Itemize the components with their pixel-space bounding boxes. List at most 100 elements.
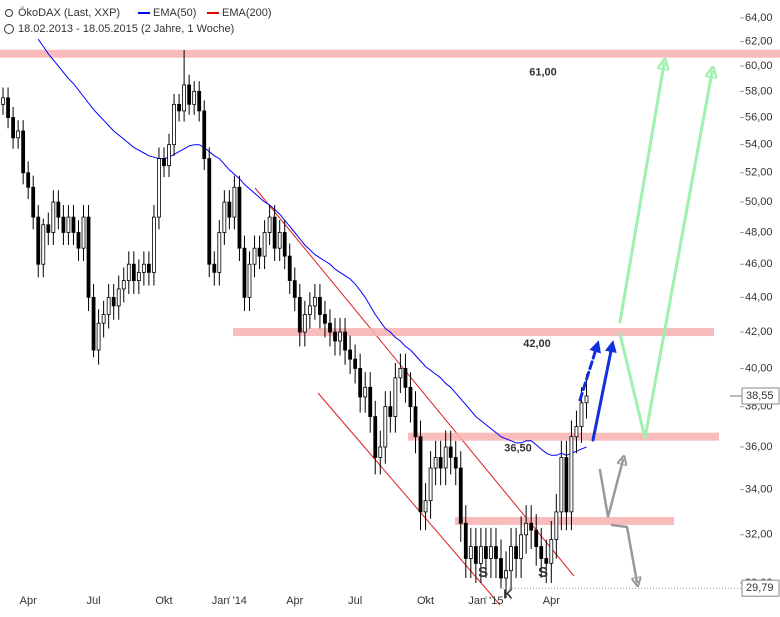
candle-body xyxy=(217,232,222,273)
candle-body xyxy=(56,201,61,218)
candle-body xyxy=(584,395,589,404)
candle-body xyxy=(338,331,342,342)
candle-body xyxy=(277,232,282,249)
arrow xyxy=(618,64,664,324)
candle-body xyxy=(262,232,267,257)
annotation: S xyxy=(478,564,488,581)
price-box xyxy=(741,387,780,405)
candle-body xyxy=(121,280,126,290)
arrow xyxy=(598,460,623,518)
candle-body xyxy=(368,386,373,417)
candle-body xyxy=(36,216,41,265)
candle-body xyxy=(453,457,458,469)
candle-body xyxy=(514,546,518,559)
level-label: 42,00 xyxy=(523,338,551,350)
candle-body xyxy=(428,467,433,502)
x-tick-label: Jul xyxy=(348,595,362,607)
chart-subtitle: 18.02.2013 - 18.05.2015 (2 Jahre, 1 Woch… xyxy=(18,23,234,35)
candle-body xyxy=(579,402,584,427)
candle-body xyxy=(197,90,202,112)
candle-body xyxy=(423,500,428,513)
candle-body xyxy=(433,457,438,469)
candle-body xyxy=(157,158,161,218)
candle-body xyxy=(358,368,363,398)
x-tick-label: Jul xyxy=(87,595,101,607)
candle-body xyxy=(574,426,579,438)
y-tick-label: 50,00 xyxy=(745,196,773,208)
candle-body xyxy=(559,457,564,513)
candle-body xyxy=(96,322,101,351)
candle-body xyxy=(182,84,187,112)
trendlines xyxy=(254,187,575,606)
candle-body xyxy=(172,103,176,146)
level-band xyxy=(0,49,780,58)
trendline xyxy=(254,187,575,577)
candle-body xyxy=(403,368,408,388)
candle-body xyxy=(478,546,483,564)
candle-body xyxy=(348,349,353,360)
arrows xyxy=(578,64,712,582)
candle-body xyxy=(519,534,524,559)
header: ÖkoDAX (Last, XXP) EMA(50) EMA(200) 18.0… xyxy=(4,7,272,35)
candle-body xyxy=(297,296,302,333)
bands xyxy=(0,49,780,525)
candle-body xyxy=(6,97,10,118)
candle-body xyxy=(136,271,141,282)
x-tick-label: Apr xyxy=(543,595,560,607)
candle-body xyxy=(383,406,388,448)
candle-body xyxy=(318,296,322,315)
y-tick-label: 36,00 xyxy=(745,441,773,453)
candle-body xyxy=(438,457,443,469)
candle-body xyxy=(534,529,539,547)
candle-body xyxy=(408,386,413,408)
chart-title: ÖkoDAX (Last, XXP) xyxy=(18,7,120,19)
x-tick-label: Okt xyxy=(417,595,434,607)
candle-body xyxy=(323,314,327,324)
candle-body xyxy=(162,158,166,167)
candle-body xyxy=(287,255,292,282)
ema-line xyxy=(37,38,587,456)
candle-body xyxy=(81,216,86,249)
candle-body xyxy=(494,546,498,559)
x-tick-label: Okt xyxy=(155,595,172,607)
candle-body xyxy=(509,546,513,572)
y-tick-label: 34,00 xyxy=(745,484,773,496)
candle-body xyxy=(86,216,91,298)
candle-body xyxy=(373,416,378,458)
low-price-label: 29,79 xyxy=(746,582,774,594)
candle-body xyxy=(272,216,277,249)
candle-body xyxy=(41,224,46,265)
candle-body xyxy=(106,296,111,315)
candle-body xyxy=(202,110,207,159)
x-tick-label: Apr xyxy=(286,595,303,607)
candle-body xyxy=(499,558,503,579)
y-tick-label: 32,00 xyxy=(745,529,773,541)
candle-body xyxy=(167,144,171,167)
level-band xyxy=(408,432,719,441)
candle-body xyxy=(212,263,217,273)
candle-body xyxy=(131,263,136,282)
candle-body xyxy=(66,216,71,233)
candle-body xyxy=(141,263,146,273)
candle-body xyxy=(192,90,197,105)
y-tick-label: 44,00 xyxy=(745,291,773,303)
candle-body xyxy=(237,186,242,249)
x-tick-label: Apr xyxy=(20,595,37,607)
candle-body xyxy=(1,97,5,105)
level-label: 61,00 xyxy=(529,67,557,79)
candle-body xyxy=(51,201,56,233)
candle-body xyxy=(16,130,21,139)
y-tick-label: 52,00 xyxy=(745,167,773,179)
candle-body xyxy=(524,522,529,536)
candle-body xyxy=(222,201,227,233)
candle-body xyxy=(363,386,368,398)
candle-body xyxy=(91,296,96,351)
candle-body xyxy=(111,296,116,307)
candle-body xyxy=(413,406,418,438)
candle-body xyxy=(504,570,508,579)
level-label: 36,50 xyxy=(504,443,532,455)
candle-body xyxy=(247,263,252,298)
y-tick-label: 48,00 xyxy=(745,226,773,238)
